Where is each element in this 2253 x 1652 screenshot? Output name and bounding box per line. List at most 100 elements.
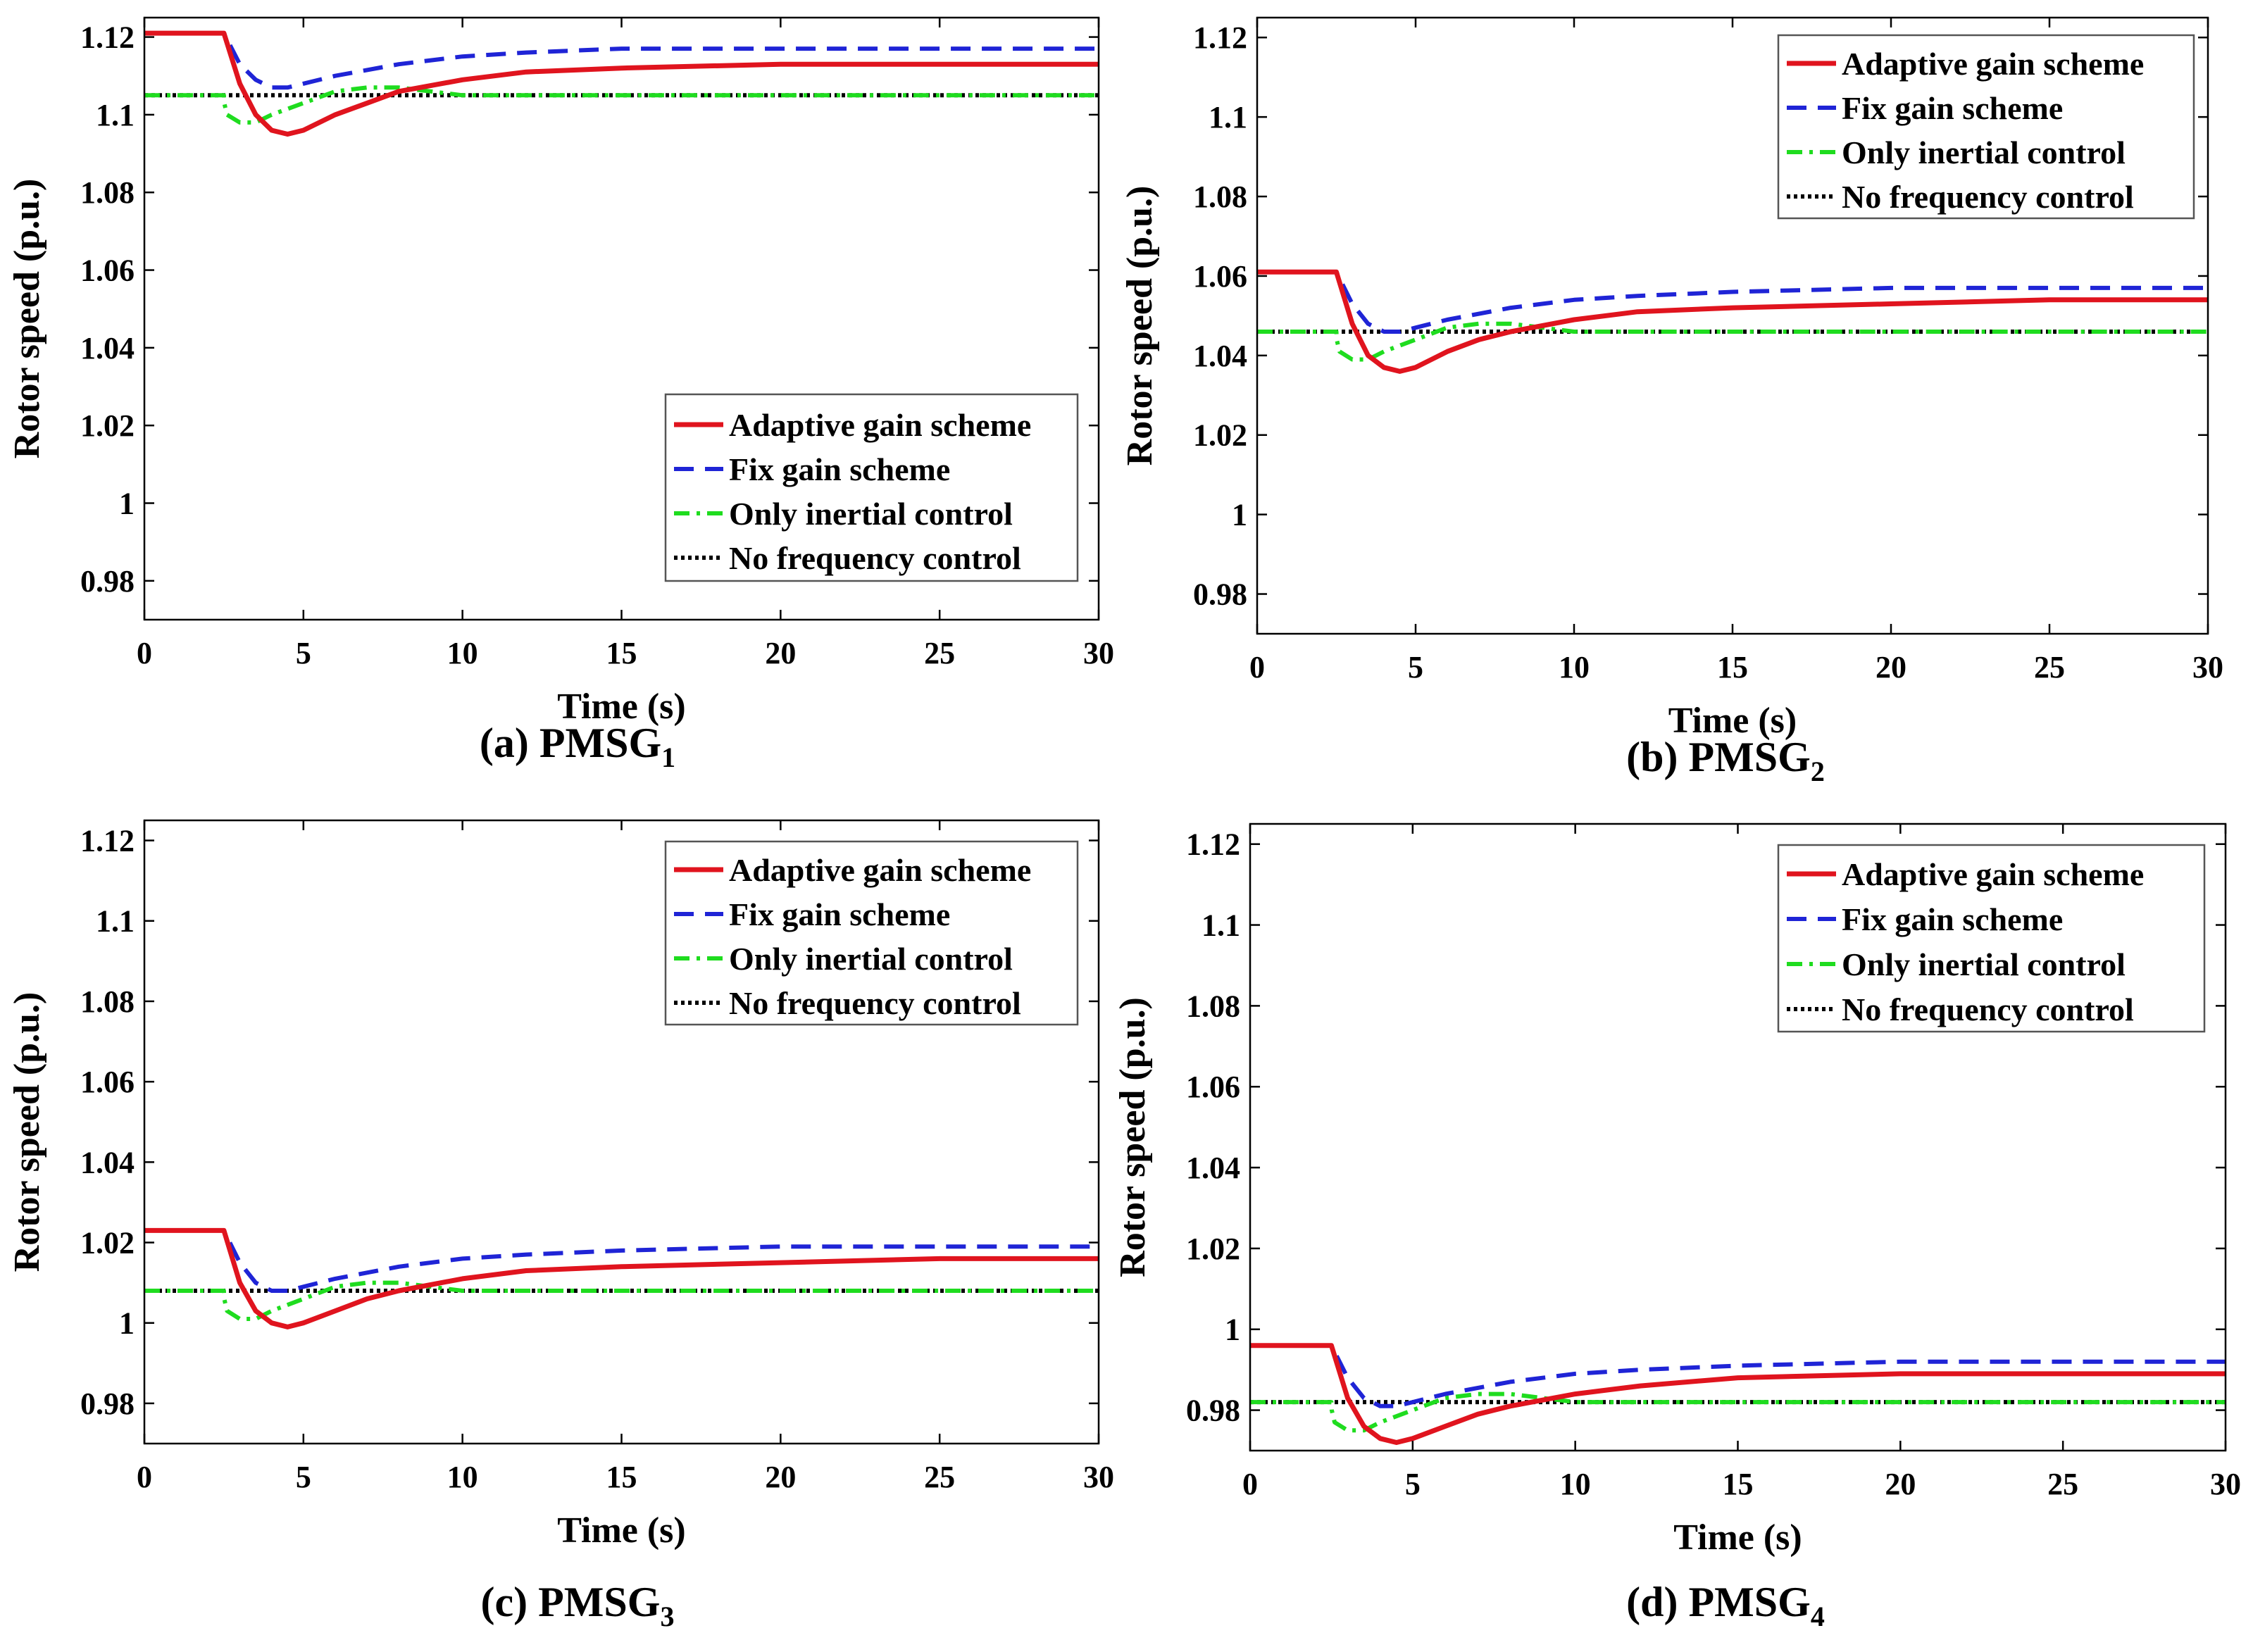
legend-label: No frequency control (729, 985, 1021, 1021)
y-tick-label: 1.08 (1186, 989, 1240, 1023)
y-tick-label: 0.98 (1193, 577, 1247, 612)
legend-label: Fix gain scheme (729, 896, 950, 932)
y-tick-label: 1.06 (80, 254, 135, 288)
caption-text: (a) PMSG (480, 720, 661, 766)
legend-label: Adaptive gain scheme (1842, 856, 2144, 892)
legend: Adaptive gain scheme Fix gain scheme Only … (664, 840, 1079, 1026)
y-tick-label: 1.12 (1186, 827, 1240, 862)
x-tick-label: 15 (1723, 1467, 1754, 1501)
y-tick-label: 1.06 (1186, 1070, 1240, 1104)
y-tick-label: 0.98 (80, 1387, 135, 1421)
y-tick-label: 1.04 (1186, 1151, 1240, 1185)
x-tick-label: 15 (1717, 650, 1748, 684)
x-tick-label: 10 (1560, 1467, 1591, 1501)
series-group (144, 1227, 1099, 1329)
y-tick-label: 1.04 (80, 331, 135, 365)
x-tick-label: 0 (137, 1460, 152, 1494)
legend-label: No frequency control (729, 540, 1021, 576)
y-axis-label: Rotor speed (p.u.) (7, 992, 47, 1272)
y-tick-label: 1.1 (1202, 908, 1240, 943)
panel-caption: (d) PMSG4 (1626, 1579, 1825, 1632)
y-tick-label: 1 (1232, 498, 1247, 532)
legend-label: Adaptive gain scheme (1842, 46, 2144, 82)
series-line-only-inertial-control (1250, 1391, 2226, 1433)
chart-panel-3: 0 5 10 15 20 25 30 0.98 1 1.02 1.04 1.06 1.08 1.1 1.12… (7, 819, 1114, 1632)
x-tick-label: 0 (1242, 1467, 1258, 1501)
x-tick-label: 5 (1408, 650, 1423, 684)
series-line-fix-gain-scheme (144, 1228, 1099, 1293)
legend-label: Only inertial control (1842, 134, 2126, 170)
legend-label: No frequency control (1842, 179, 2134, 215)
series-line-fix-gain-scheme (1257, 270, 2208, 334)
x-tick-label: 25 (2047, 1467, 2078, 1501)
legend-label: Fix gain scheme (1842, 901, 2063, 937)
x-tick-label: 30 (1083, 636, 1114, 670)
y-tick-label: 1.08 (80, 175, 135, 210)
x-tick-label: 25 (924, 1460, 955, 1494)
x-tick-label: 10 (1559, 650, 1590, 684)
series-group (1257, 269, 2208, 374)
legend-box (1777, 34, 2195, 220)
legend-box (664, 840, 1079, 1026)
x-tick-label: 10 (447, 636, 478, 670)
legend-label: Fix gain scheme (1842, 90, 2063, 126)
legend-label: Only inertial control (1842, 946, 2126, 982)
x-tick-label: 10 (447, 1460, 478, 1494)
panel-caption: (b) PMSG2 (1626, 734, 1825, 787)
series-line-adaptive-gain-scheme (144, 1227, 1099, 1329)
caption-subscript: 4 (1811, 1601, 1825, 1632)
chart-panel-4: 0 5 10 15 20 25 30 0.98 1 1.02 1.04 1.06 1.08 1.1 1.12… (1113, 822, 2241, 1632)
series-group (144, 30, 1099, 137)
legend-label: Adaptive gain scheme (729, 407, 1031, 443)
y-tick-label: 1.1 (96, 98, 135, 132)
x-tick-label: 30 (2192, 650, 2223, 684)
panel-caption: (c) PMSG3 (481, 1579, 675, 1632)
y-tick-label: 1.02 (1186, 1232, 1240, 1266)
legend-box (1777, 844, 2206, 1033)
y-tick-label: 1 (1225, 1313, 1240, 1347)
series-group (1250, 1343, 2226, 1445)
x-tick-label: 5 (296, 1460, 311, 1494)
x-tick-label: 20 (1885, 1467, 1916, 1501)
y-axis-label: Rotor speed (p.u.) (7, 179, 47, 459)
caption-text: (b) PMSG (1626, 734, 1811, 780)
x-tick-label: 0 (137, 636, 152, 670)
x-tick-label: 25 (2034, 650, 2065, 684)
caption-text: (d) PMSG (1626, 1579, 1811, 1625)
y-tick-label: 1.06 (1193, 259, 1247, 294)
y-tick-label: 1.12 (80, 20, 135, 55)
x-axis-label: Time (s) (1673, 1518, 1802, 1558)
x-tick-label: 15 (606, 1460, 637, 1494)
y-tick-label: 1.02 (80, 408, 135, 443)
series-line-fix-gain-scheme (1250, 1343, 2226, 1408)
y-tick-label: 1.02 (80, 1226, 135, 1260)
y-tick-label: 1.12 (1193, 20, 1247, 55)
x-axis-label: Time (s) (557, 687, 685, 727)
y-tick-label: 1.1 (96, 904, 135, 939)
y-tick-label: 1.02 (1193, 418, 1247, 453)
series-line-only-inertial-control (144, 85, 1099, 125)
y-tick-label: 0.98 (1186, 1394, 1240, 1428)
x-tick-label: 20 (765, 1460, 796, 1494)
series-line-adaptive-gain-scheme (1250, 1343, 2226, 1445)
y-tick-label: 0.98 (80, 564, 135, 599)
y-tick-label: 1.12 (80, 824, 135, 858)
y-tick-label: 1.1 (1209, 100, 1247, 134)
legend-label: No frequency control (1842, 991, 2134, 1027)
y-tick-label: 1 (119, 487, 135, 521)
x-axis-label: Time (s) (1668, 701, 1797, 741)
x-tick-label: 15 (606, 636, 637, 670)
caption-subscript: 2 (1811, 756, 1825, 787)
y-tick-label: 1.04 (1193, 339, 1247, 373)
x-tick-label: 20 (765, 636, 796, 670)
legend-label: Only inertial control (729, 496, 1013, 532)
y-tick-label: 1 (119, 1306, 135, 1341)
y-tick-label: 1.08 (80, 984, 135, 1019)
y-tick-label: 1.06 (80, 1065, 135, 1099)
legend-label: Fix gain scheme (729, 451, 950, 487)
x-tick-label: 25 (924, 636, 955, 670)
series-line-adaptive-gain-scheme (144, 30, 1099, 137)
caption-subscript: 3 (660, 1601, 674, 1632)
series-line-fix-gain-scheme (144, 31, 1099, 90)
